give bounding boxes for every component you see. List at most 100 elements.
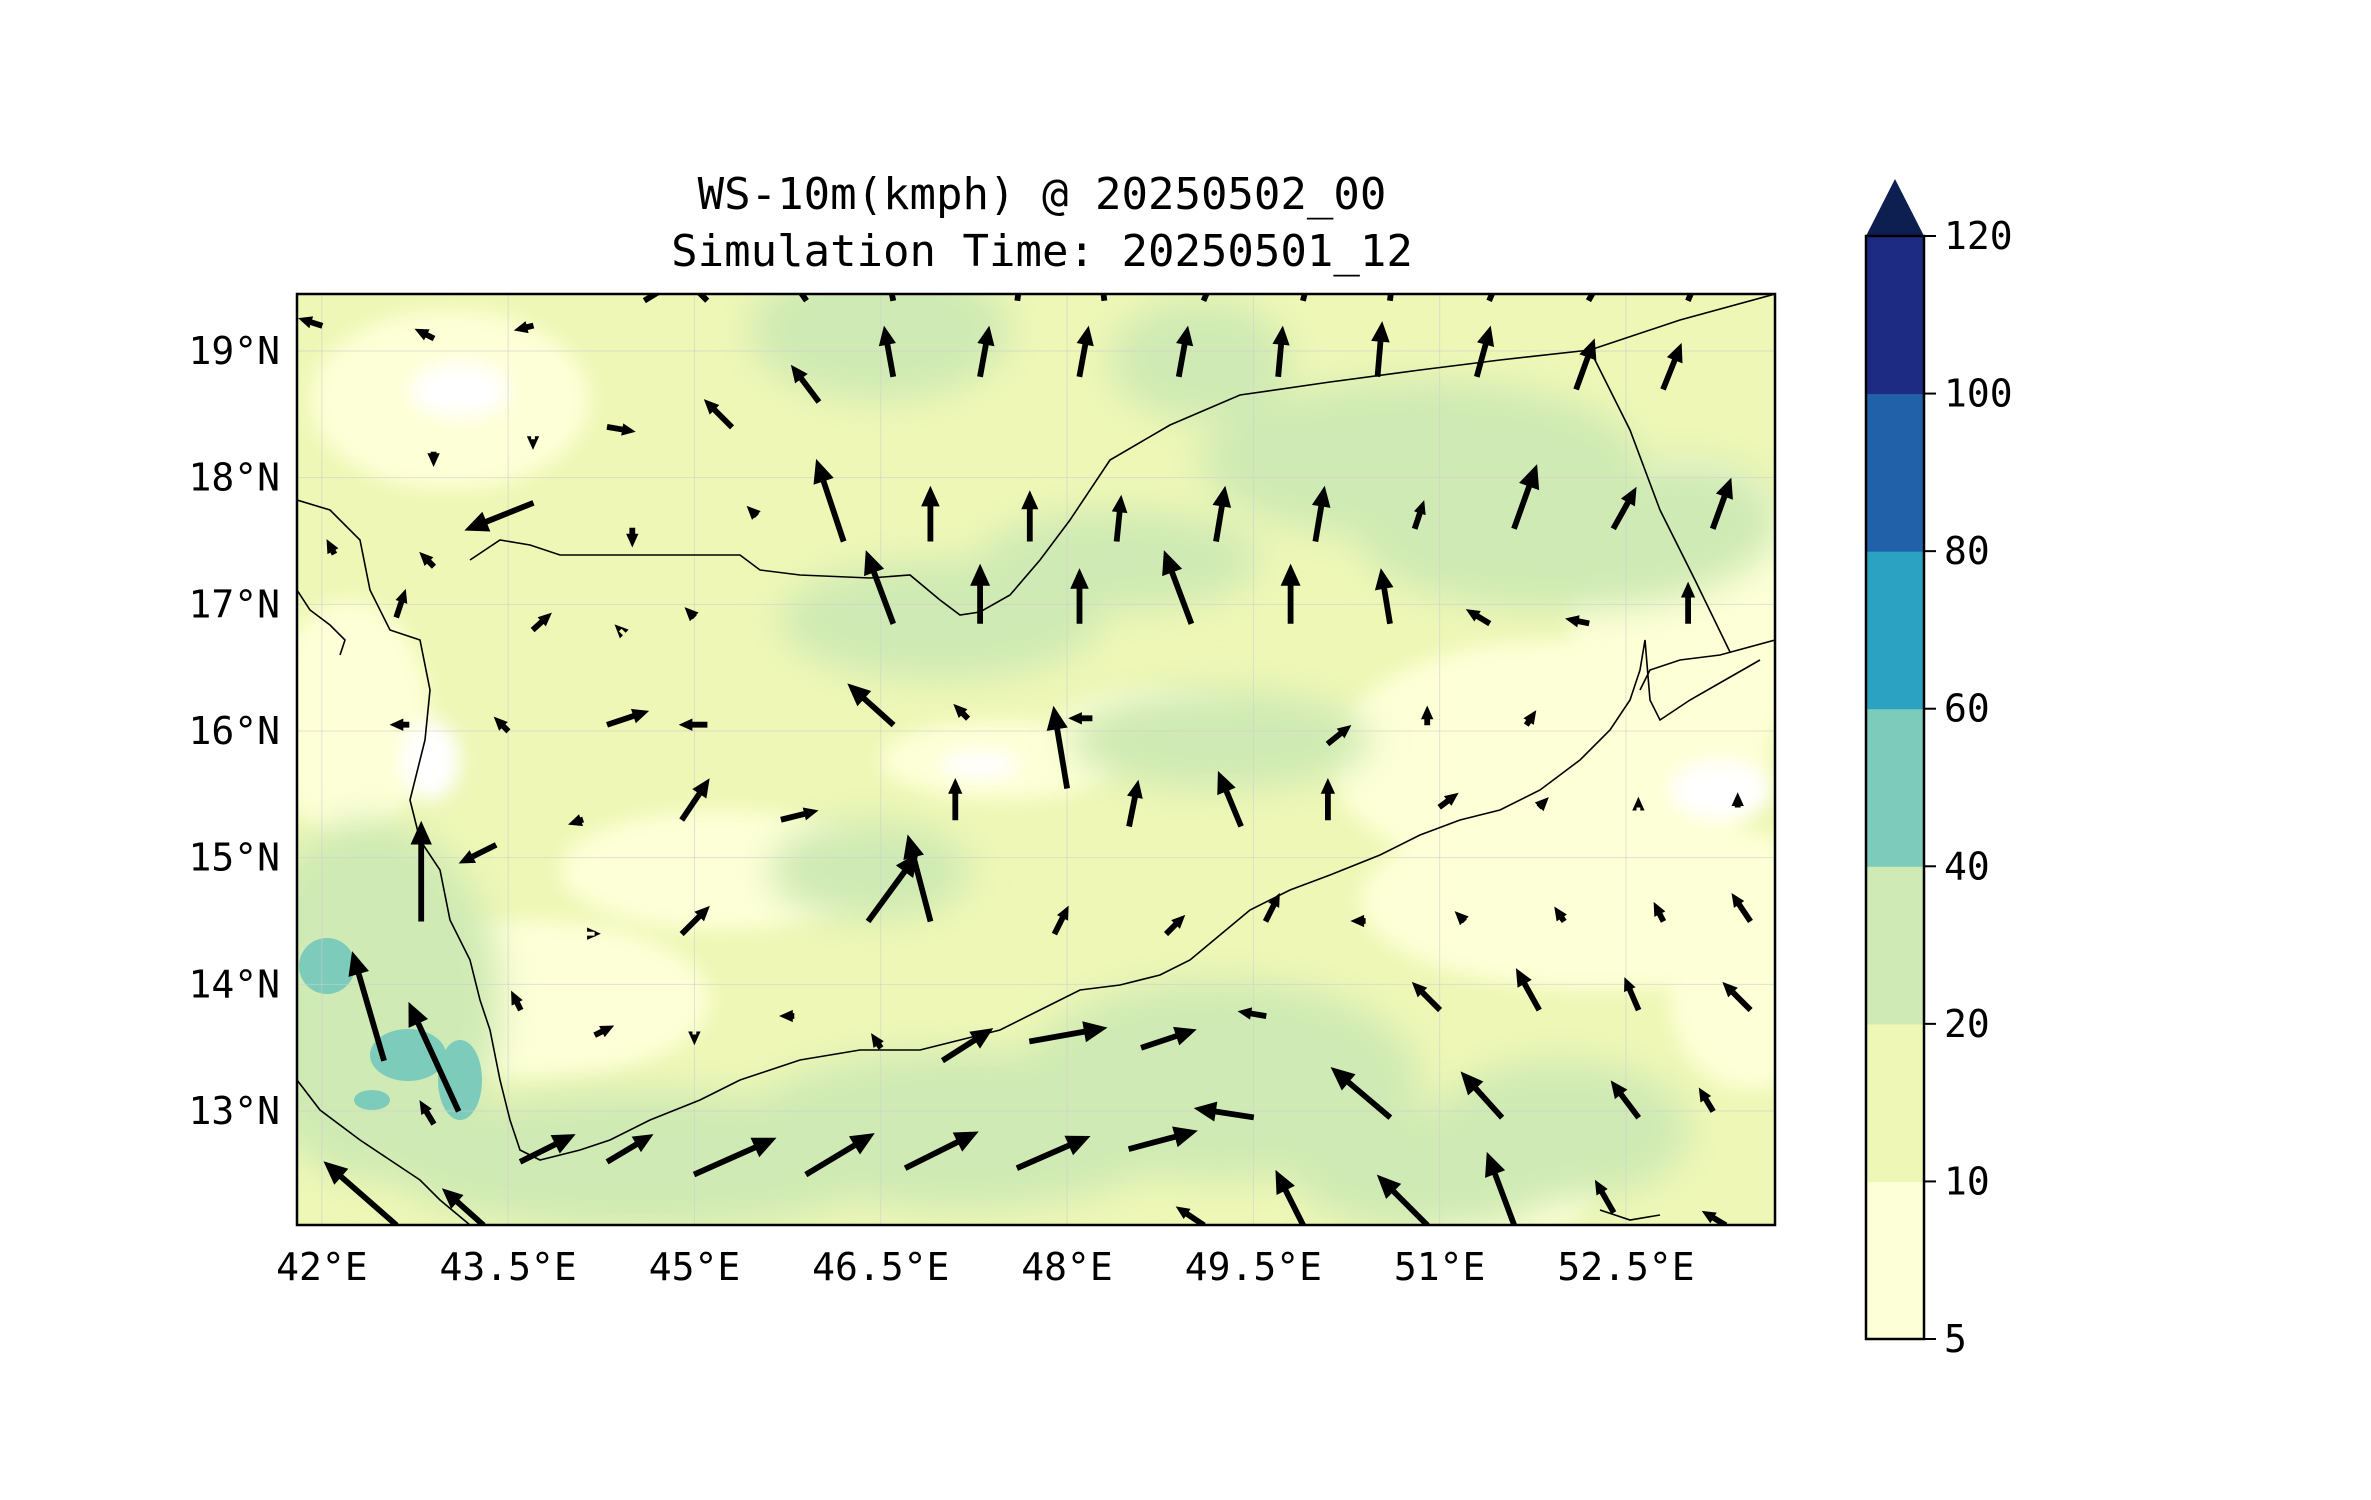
wind-vector-arrow [940,1028,994,1064]
wind-vector-arrow [1534,797,1549,812]
colorbar-tick-label: 80 [1944,529,1990,573]
wind-vector-arrow [568,814,585,827]
wind-vector-arrow [1594,1179,1617,1215]
wind-vector-arrow [1437,792,1459,810]
wind-vector-arrow [1175,1206,1206,1225]
wind-vector-arrow [888,294,897,302]
wind-vector-arrow [1374,568,1394,625]
wind-vector-arrow [1280,563,1301,624]
colorbar-tick-label: 40 [1944,844,1990,888]
wind-vector-arrow [606,708,650,728]
wind-vector-arrow [1685,294,1694,302]
wind-vector-arrow [1523,710,1537,727]
wind-vector-arrow [865,852,919,924]
wind-vector-arrow [518,1134,576,1165]
wind-vector-layer [298,294,1753,1225]
wind-vector-arrow [393,588,408,619]
wind-vector-arrow [948,777,963,821]
wind-vector-arrow [1371,321,1390,378]
wind-vector-arrow [1698,1087,1716,1113]
wind-vector-arrow [1217,770,1244,828]
longitude-tick-labels: 42°E 43.5°E 45°E 46.5°E 48°E 49.5°E 51°E 52.5°E [276,1245,1695,1289]
wind-vector-arrow [1610,486,1637,531]
wind-vector-arrow [530,612,552,633]
wind-vector-arrow [780,807,819,823]
wind-vector-arrow [511,990,524,1012]
colorbar-bands [1866,236,1924,1340]
wind-vector-arrow [679,905,710,937]
wind-vector-arrow [513,321,535,334]
wind-vector-arrow [419,551,437,569]
wind-vector-arrow [1015,1135,1091,1171]
wind-vector-arrow [1731,892,1753,923]
colorbar-band [1866,708,1924,867]
wind-vector-arrow [921,485,940,542]
wind-vector-arrow [746,505,761,520]
latitude-tick-label: 15°N [188,836,280,880]
wind-vector-arrow [526,436,540,450]
wind-vector-arrow [1511,464,1540,530]
latitude-tick-label: 17°N [188,582,280,626]
wind-vector-arrow [1485,1151,1518,1225]
wind-vector-arrow [1140,1026,1197,1051]
wind-vector-arrow [606,423,636,436]
wind-vector-arrow [1473,325,1495,378]
colorbar-extend-triangle [1866,179,1924,236]
colorbar: 5 10 20 40 60 80 100 120 [1864,179,2013,1361]
coastline-africa-horn [297,1079,471,1225]
wind-vector-arrow [970,563,991,624]
wind-vector-arrow [1320,777,1336,821]
wind-vector-arrow [684,607,699,622]
wind-vector-arrow [642,294,661,304]
wind-vector-arrow [1460,1071,1505,1120]
wind-vector-arrow [871,1033,884,1050]
wind-vector-arrow [1126,779,1143,828]
wind-vector-arrow [1111,494,1128,542]
map-frame [295,292,1777,1227]
wind-vector-arrow [878,325,897,378]
coastline-eritrea [297,589,346,656]
longitude-tick-label: 48°E [1021,1245,1113,1289]
wind-vector-arrow [1722,981,1753,1013]
wind-vector-arrow [1028,1021,1108,1045]
wind-vector-arrow [696,294,710,303]
wind-vector-arrow [1731,792,1744,808]
longitude-tick-label: 46.5°E [812,1245,949,1289]
wind-vector-arrow [1387,294,1394,302]
wind-vector-arrow [1127,1126,1198,1152]
latitude-tick-label: 18°N [188,456,280,500]
wind-vector-arrow [1163,914,1186,937]
border-saudi-yemen [469,349,1591,616]
wind-vector-arrow [1421,705,1434,726]
longitude-tick-label: 51°E [1394,1245,1486,1289]
border-saudi-oman [1589,294,1775,351]
latitude-tick-label: 13°N [188,1089,280,1133]
wind-vector-arrow [1300,294,1308,302]
wind-vector-arrow [414,328,436,342]
wind-vector-arrow [692,1137,777,1178]
colorbar-frame [1864,234,1926,1341]
wind-vector-arrow [593,1025,615,1038]
colorbar-band [1866,1181,1924,1340]
coastline-oman-south [1639,639,1775,691]
wind-vector-arrow [493,716,511,734]
latitude-tick-label: 16°N [188,709,280,753]
wind-vector-arrow [326,539,339,556]
latitude-tick-label: 19°N [188,329,280,373]
wind-vector-arrow [1325,724,1352,747]
wind-vector-arrow [1376,1174,1430,1225]
wind-vector-arrow [703,399,735,430]
wind-vector-arrow [1554,906,1567,923]
wind-vector-arrow [1068,712,1093,725]
colorbar-tick-label: 10 [1944,1159,1990,1203]
wind-vector-arrow [1653,901,1667,923]
longitude-tick-label: 45°E [649,1245,741,1289]
longitude-tick-label: 43.5°E [440,1245,577,1289]
wind-vector-arrow [847,683,896,728]
wind-vector-arrow [977,325,995,378]
wind-vector-arrow [1051,905,1069,936]
wind-vector-arrow [688,1031,701,1046]
wind-vector-arrow [389,718,410,731]
wind-vector-arrow [1465,609,1492,627]
